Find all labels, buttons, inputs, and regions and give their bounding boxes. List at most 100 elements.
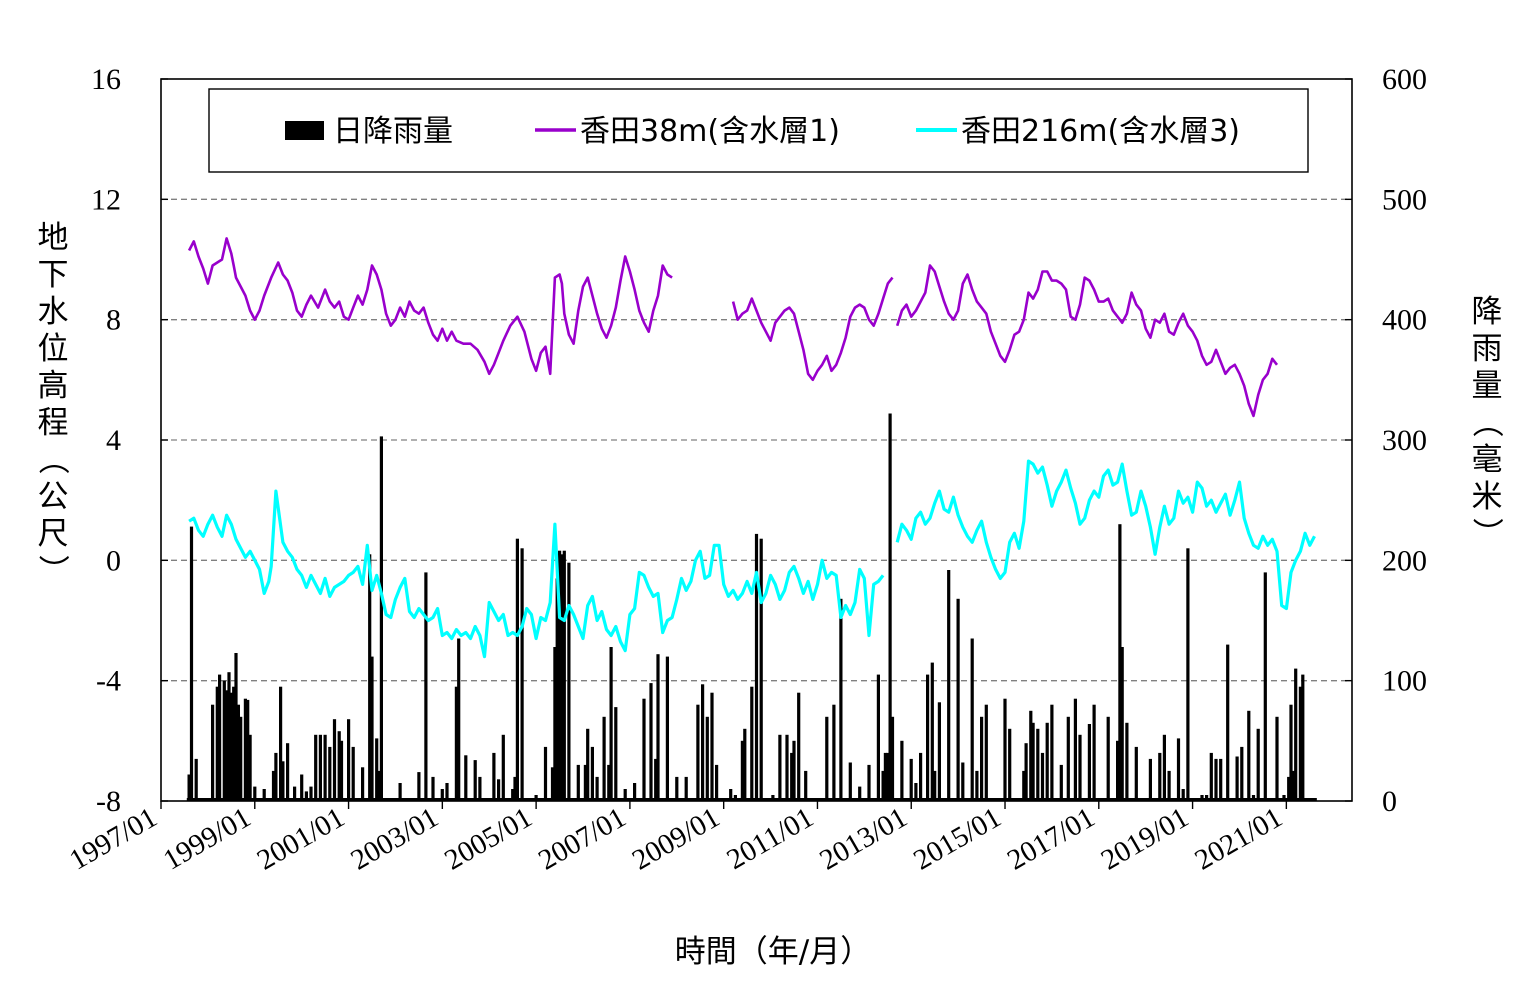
- rainfall-bar: [926, 674, 930, 801]
- y-left-title-char: 下: [38, 257, 69, 293]
- rainfall-bar: [271, 770, 276, 801]
- rainfall-bar: [1148, 758, 1152, 801]
- rainfall-bar: [848, 762, 852, 801]
- rainfall-bar: [194, 758, 198, 801]
- rainfall-bar: [1003, 698, 1007, 801]
- x-tick-label: 2001/01: [252, 801, 350, 876]
- rainfall-bar: [1134, 746, 1138, 801]
- y-left-tick-label: 4: [106, 424, 121, 457]
- rainfall-bar: [1240, 746, 1244, 801]
- rainfall-bar: [347, 719, 351, 801]
- rainfall-bar: [1289, 704, 1293, 801]
- rainfall-bar: [1209, 752, 1213, 801]
- rainfall-bar: [740, 740, 744, 801]
- rainfall-bar: [1029, 710, 1033, 802]
- rainfall-bar: [457, 638, 461, 801]
- y-right-axis: 600 500 400 300 200 100 0: [1345, 63, 1427, 818]
- y-left-axis: 16 12 8 4 0 -4 -8: [91, 63, 168, 818]
- rainfall-bar: [398, 783, 402, 801]
- x-tick-label: 2015/01: [908, 801, 1006, 876]
- rainfall-bar: [614, 707, 618, 801]
- rainfall-bar: [1263, 572, 1267, 801]
- rainfall-bar: [701, 684, 705, 801]
- rainfall-bar: [501, 734, 505, 801]
- rainfall-bar: [956, 598, 960, 801]
- rainfall-bar: [975, 770, 979, 801]
- y-left-tick-label: 8: [106, 304, 121, 337]
- y-left-tick-label: -4: [96, 665, 121, 698]
- rainfall-bar: [900, 740, 904, 801]
- x-tick-label: 2011/01: [722, 801, 819, 876]
- rainfall-bar: [555, 578, 559, 801]
- y-left-title-char: 位: [38, 331, 69, 367]
- rainfall-bar: [888, 413, 892, 801]
- rainfall-bar: [562, 550, 566, 801]
- rainfall-bar: [368, 554, 372, 801]
- rainfall-bar: [970, 638, 974, 801]
- y-left-title-char: 程: [38, 405, 69, 441]
- x-tick-label: 2003/01: [346, 801, 444, 876]
- y-right-tick-label: 100: [1382, 665, 1427, 698]
- y-left-title-char: ）: [34, 555, 70, 586]
- rainfall-bar: [478, 776, 482, 801]
- x-tick-label: 2005/01: [439, 801, 537, 876]
- rainfall-bar: [729, 789, 733, 801]
- rainfall-bar: [375, 738, 379, 801]
- rainfall-bar: [1235, 756, 1239, 801]
- rainfall-bar: [656, 654, 660, 801]
- rainfall-bar: [576, 764, 580, 801]
- y-left-tick-label: 12: [91, 183, 121, 216]
- rainfall-bar: [1287, 776, 1291, 801]
- rainfall-bar: [239, 716, 243, 801]
- series-line-aquifer1: [895, 264, 1279, 418]
- rainfall-bar: [274, 752, 278, 801]
- rainfall-bar: [825, 716, 829, 801]
- rainfall-bar: [785, 734, 789, 801]
- y-right-title-char: 毫: [1472, 442, 1503, 478]
- rainfall-bar: [984, 704, 988, 801]
- rainfall-bar: [246, 699, 250, 801]
- x-tick-label: 2019/01: [1096, 801, 1194, 876]
- x-axis-title: 時間（年/月）: [675, 934, 871, 970]
- rainfall-bar: [654, 758, 658, 801]
- rainfall-bar: [215, 686, 219, 801]
- x-tick-label: 2021/01: [1190, 801, 1288, 876]
- y-left-title-char: 高: [38, 368, 69, 404]
- rainfall-bar: [328, 746, 332, 801]
- rainfall-bar: [743, 728, 747, 801]
- rainfall-bar: [832, 704, 836, 801]
- rainfall-bar: [839, 598, 843, 801]
- rainfall-bar: [684, 776, 688, 801]
- rainfall-bar: [417, 772, 421, 801]
- rainfall-bar: [1186, 548, 1190, 801]
- rainfall-bar: [361, 767, 365, 801]
- rainfall-bar: [750, 686, 754, 801]
- rainfall-bar: [914, 783, 918, 801]
- rainfall-bar: [1031, 722, 1035, 801]
- rainfall-bar: [675, 776, 679, 801]
- rainfall-bar: [560, 554, 564, 801]
- y-right-title-char: 量: [1472, 368, 1503, 404]
- rainfall-bar: [229, 692, 233, 801]
- rainfall-bar: [431, 776, 435, 801]
- x-tick-label: 2009/01: [627, 801, 725, 876]
- rainfall-bar: [1116, 740, 1120, 801]
- rainfall-bar: [464, 755, 468, 801]
- rainfall-bar: [281, 761, 285, 801]
- rainfall-bar: [1045, 722, 1049, 801]
- y-right-tick-label: 400: [1382, 304, 1427, 337]
- rainfall-bar: [586, 728, 590, 801]
- rainfall-bar: [520, 548, 524, 801]
- rainfall-bar: [189, 526, 194, 801]
- y-left-title-char: 公: [38, 479, 69, 515]
- series-line-aquifer1: [731, 276, 894, 382]
- rainfall-bar: [759, 538, 763, 801]
- rainfall-bar: [1073, 698, 1077, 801]
- rainfall-bar: [293, 786, 297, 801]
- series-line-aquifer1: [187, 237, 673, 376]
- rainfall-bar: [665, 656, 669, 801]
- rainfall-bar: [1040, 752, 1045, 801]
- rainfall-bar: [279, 686, 283, 801]
- rainfall-bar: [881, 770, 885, 801]
- rainfall-bar: [218, 674, 222, 801]
